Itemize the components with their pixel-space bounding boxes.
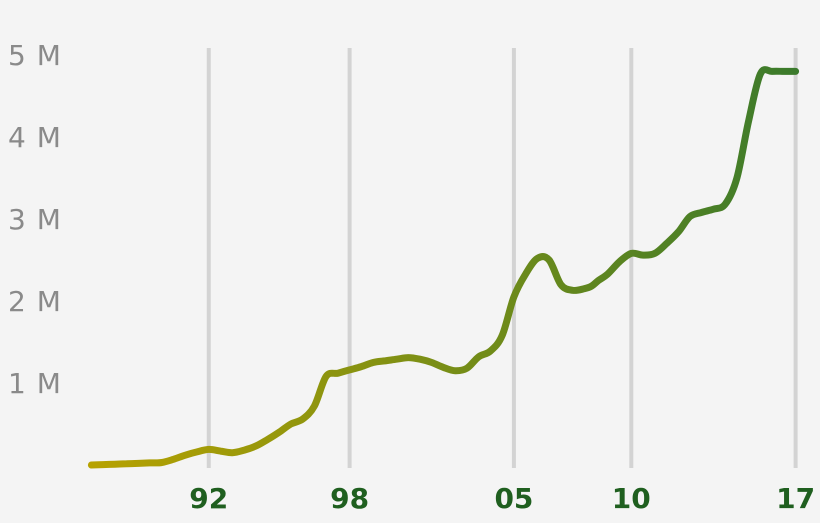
x-tick-label: 17 [776,482,815,515]
y-axis-tick-labels: 1 M 2 M 3 M 4 M 5 M [8,39,62,400]
vertical-gridlines [206,48,798,468]
x-tick-label: 98 [330,482,369,515]
y-tick-label: 4 M [8,121,62,154]
x-tick-label: 92 [189,482,228,515]
y-tick-label: 3 M [8,203,62,236]
x-axis-tick-labels: 92 98 05 10 17 [189,482,815,515]
y-tick-label: 2 M [8,285,62,318]
y-tick-label: 5 M [8,39,62,72]
x-tick-label: 10 [612,482,651,515]
y-tick-label: 1 M [8,367,62,400]
x-tick-label: 05 [494,482,533,515]
series-line [87,66,800,469]
